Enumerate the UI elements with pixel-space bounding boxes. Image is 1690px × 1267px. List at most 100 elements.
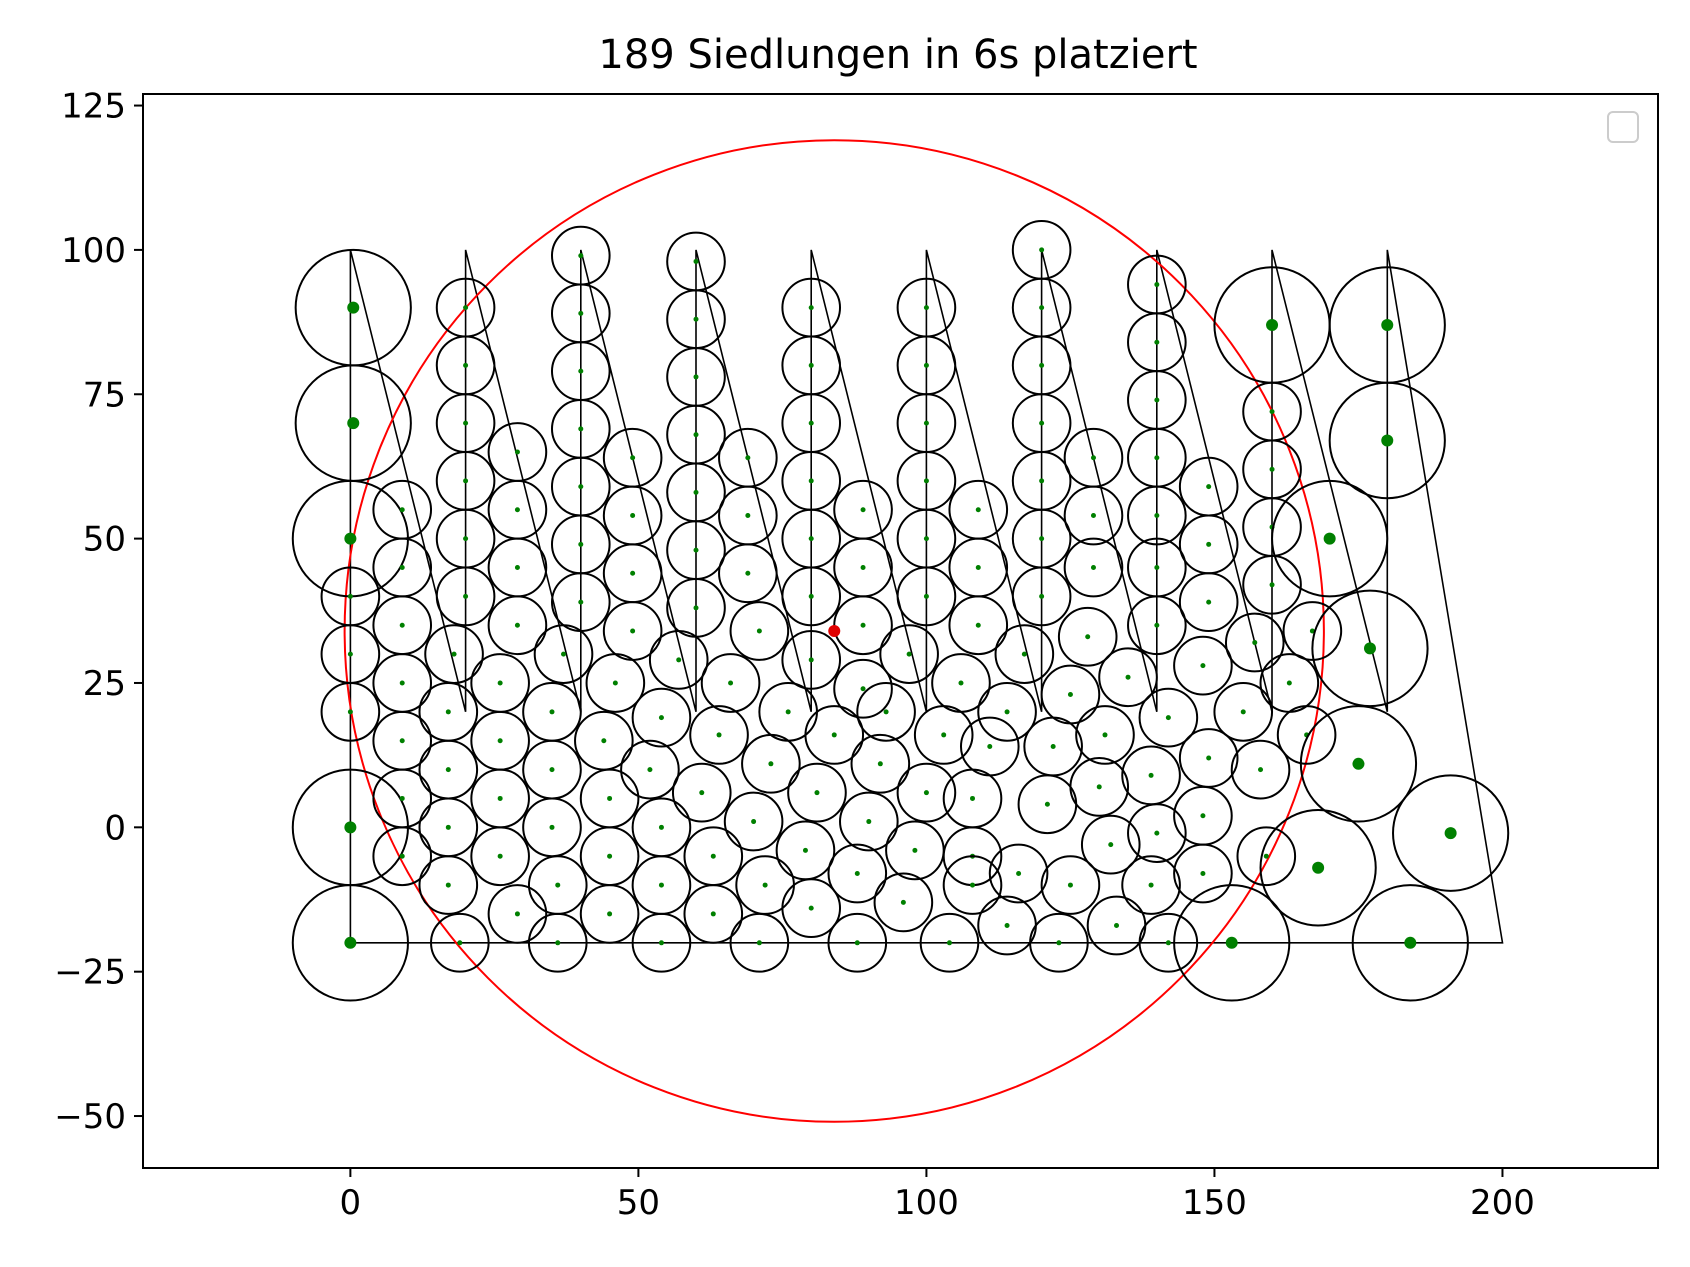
settlement-circle: [1098, 647, 1158, 708]
chart-title: 189 Siedlungen in 6s platziert: [598, 32, 1197, 78]
settlement-center: [514, 449, 520, 455]
settlement-center: [399, 564, 405, 570]
settlement-center: [463, 478, 469, 484]
settlement-center: [906, 651, 912, 657]
settlement-center: [463, 305, 469, 311]
settlement-circle: [1040, 855, 1101, 915]
settlement-center: [1165, 715, 1171, 721]
settlement-center: [860, 564, 866, 570]
settlement-circle: [781, 566, 842, 627]
settlement-center: [808, 905, 814, 911]
settlement-center: [1154, 622, 1160, 628]
settlement-center: [1240, 709, 1246, 715]
settlement-center: [693, 605, 699, 611]
settlement-center: [1125, 674, 1131, 680]
y-tick-label: 125: [61, 87, 126, 127]
settlement-circle: [827, 912, 888, 973]
settlement-circle: [1080, 814, 1141, 875]
settlement-circle: [372, 826, 433, 887]
settlement-center: [578, 253, 584, 259]
settlement-circle: [585, 653, 646, 713]
settlement-circle: [487, 884, 548, 944]
settlement-center: [1114, 922, 1120, 928]
settlement-center: [658, 940, 664, 946]
settlement-center: [399, 795, 405, 801]
settlement-center: [1381, 434, 1394, 447]
settlement-center: [877, 761, 883, 767]
settlement-center: [514, 911, 520, 917]
settlement-circle: [320, 681, 381, 742]
settlement-circle: [1178, 572, 1239, 632]
settlement-circle: [994, 624, 1055, 684]
settlement-center: [1154, 564, 1160, 570]
settlement-circle: [723, 791, 784, 852]
settlement-circle: [1259, 809, 1377, 927]
settlement-center: [1148, 882, 1154, 888]
settlement-center: [785, 709, 791, 715]
settlement-circle: [1121, 855, 1181, 915]
settlement-center: [923, 420, 929, 426]
settlement-center: [808, 305, 814, 311]
settlement-circle: [919, 912, 980, 973]
settlement-center: [1148, 772, 1154, 778]
settlement-circle: [729, 601, 790, 661]
settlement-circle: [781, 630, 842, 690]
settlement-circle: [1069, 757, 1130, 817]
settlement-center: [658, 882, 664, 888]
settlement-center: [923, 305, 929, 311]
settlement-center: [399, 622, 405, 628]
settlement-circle: [291, 884, 409, 1002]
settlement-center: [1004, 922, 1010, 928]
settlement-circle: [833, 658, 893, 719]
settlement-center: [946, 940, 952, 946]
settlement-center: [710, 911, 716, 917]
x-tick-label: 150: [1182, 1183, 1247, 1223]
settlement-center: [347, 301, 360, 314]
settlement-center: [1004, 709, 1010, 715]
settlement-center: [463, 420, 469, 426]
settlement-center: [607, 795, 613, 801]
settlement-circle: [948, 595, 1009, 656]
settlement-center: [1056, 940, 1062, 946]
settlement-center: [1050, 743, 1056, 749]
settlement-circle: [1236, 826, 1297, 887]
settlement-center: [630, 455, 636, 461]
settlement-circle: [873, 872, 934, 933]
settlement-center: [658, 824, 664, 830]
settlement-circle: [1311, 589, 1429, 708]
settlement-center: [399, 738, 405, 744]
x-tick-label: 200: [1470, 1183, 1535, 1223]
settlement-center: [578, 310, 584, 316]
settlement-center: [1039, 478, 1045, 484]
settlement-center: [958, 680, 964, 686]
settlement-center: [1067, 882, 1073, 888]
settlement-circle: [1271, 479, 1389, 598]
settlement-center: [1269, 582, 1275, 588]
settlement-center: [347, 651, 353, 657]
settlement-center: [578, 599, 584, 605]
x-tick-label: 50: [617, 1183, 660, 1223]
settlement-center: [1312, 861, 1325, 874]
settlement-circle: [827, 843, 888, 904]
settlement-center: [693, 489, 699, 495]
settlement-circle: [689, 705, 749, 765]
settlement-center: [866, 819, 872, 825]
settlement-center: [1154, 455, 1160, 461]
settlement-center: [1252, 640, 1258, 646]
settlement-center: [463, 593, 469, 599]
settlement-center: [854, 871, 860, 877]
settlement-circle: [1127, 485, 1187, 546]
settlement-circle: [1138, 687, 1199, 748]
settlement-circle: [1063, 485, 1124, 546]
settlement-center: [745, 570, 751, 576]
settlement-center: [612, 680, 618, 686]
settlement-center: [900, 899, 906, 905]
settlement-center: [555, 882, 561, 888]
settlement-center: [1154, 282, 1160, 288]
settlement-center: [549, 824, 555, 830]
settlement-center: [716, 732, 722, 738]
settlement-center: [808, 478, 814, 484]
y-tick-label: 25: [83, 664, 126, 704]
settlement-center: [1225, 936, 1238, 949]
